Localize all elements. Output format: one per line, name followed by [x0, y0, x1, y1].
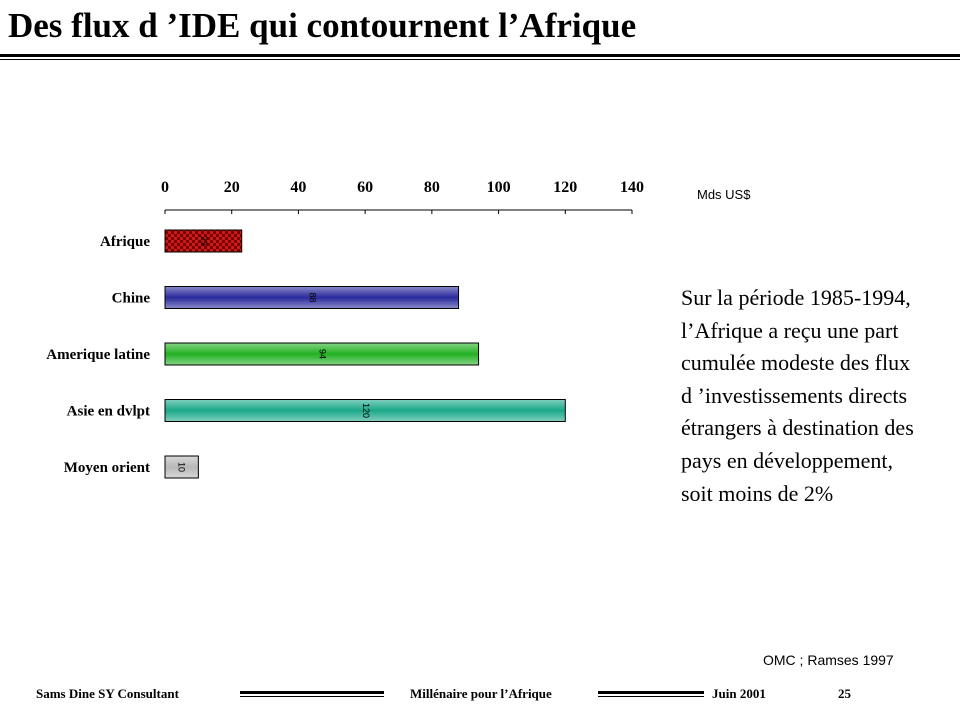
footer-author: Sams Dine SY Consultant [36, 686, 179, 701]
commentary-text: Sur la période 1985-1994, l’Afrique a re… [681, 285, 914, 506]
x-tick-label: 60 [357, 179, 373, 196]
page-number: 25 [838, 686, 851, 701]
title-rule-thin [0, 59, 960, 60]
x-tick-label: 0 [161, 179, 169, 196]
bar [164, 399, 566, 422]
data-label: 23 [199, 236, 209, 246]
slide-title: Des flux d ’IDE qui contournent l’Afriqu… [8, 6, 637, 45]
x-axis: 0 20 40 60 80 100 120 140 Mds US$ [161, 179, 751, 214]
bar [164, 286, 460, 309]
bar [164, 229, 243, 253]
data-label: 88 [307, 292, 317, 302]
footer-project: Millénaire pour l’Afrique [410, 686, 552, 701]
x-tick-label: 20 [224, 179, 240, 196]
labels: Afrique 23 Chine 88 Amerique latine 94 Asie en… [46, 234, 371, 476]
bar [164, 342, 480, 366]
footer-rule-right [598, 691, 704, 698]
x-tick-label: 100 [487, 179, 511, 196]
data-label: 120 [361, 403, 371, 418]
category-label: Afrique [100, 234, 150, 250]
data-label: 10 [177, 462, 187, 472]
title-rule [0, 54, 960, 57]
x-tick-label: 80 [424, 179, 440, 196]
source-note: OMC ; Ramses 1997 [763, 652, 894, 668]
category-label: Amerique latine [46, 347, 150, 363]
unit-label: Mds US$ [697, 187, 751, 202]
x-tick-label: 140 [620, 179, 644, 196]
footer: Sams Dine SY Consultant Millénaire pour … [0, 686, 960, 706]
category-label: Asie en dvlpt [67, 404, 150, 420]
x-tick-label: 40 [290, 179, 306, 196]
bar [164, 455, 199, 479]
x-tick-label: 120 [553, 179, 577, 196]
category-label: Moyen orient [64, 460, 150, 476]
footer-rule-left [240, 691, 384, 698]
bars [164, 229, 566, 479]
data-label: 94 [317, 349, 327, 359]
category-label: Chine [112, 291, 151, 307]
footer-date: Juin 2001 [712, 686, 766, 701]
